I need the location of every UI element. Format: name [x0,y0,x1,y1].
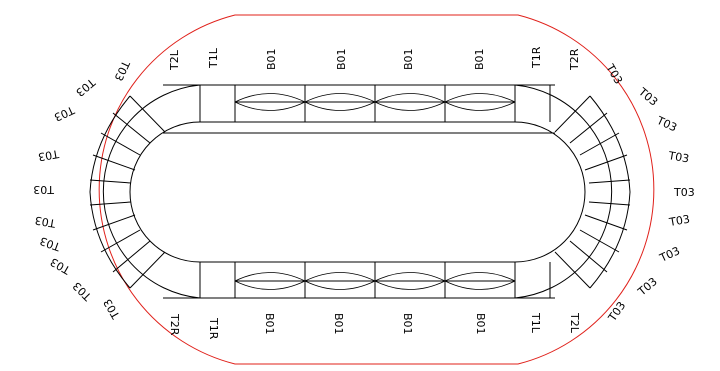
left-arc-label-5: T03 [33,183,55,196]
left-arc-label-7: T03 [38,234,63,254]
right-arc-label-9: T03 [605,299,628,324]
right-arc-label-2: T03 [635,85,660,109]
right-arc-label-3: T03 [654,114,679,135]
right-curve-section [514,84,631,299]
right-arc-label-8: T03 [635,275,660,299]
bottom-label-b01-2: B01 [332,313,345,335]
left-arc-label-2: T03 [73,75,98,99]
inner-track-outline [129,121,586,263]
left-arc-label-1: T03 [112,58,133,83]
right-arc-label-1: T03 [603,61,625,86]
bottom-straight-section [163,262,555,299]
left-arc-label-10: T03 [101,297,123,322]
top-label-b01-3: B01 [402,48,415,70]
top-label-b01-1: B01 [265,48,278,70]
right-arc-label-5: T03 [673,186,695,199]
top-label-t2r: T2R [568,48,581,71]
outer-boundary [98,14,655,365]
top-label-t2l: T2L [168,49,181,71]
left-arc-label-6: T03 [34,213,58,230]
left-curve-section [89,84,201,299]
top-label-b01-4: B01 [473,48,486,70]
top-label-t1l: T1L [207,47,220,69]
left-arc-label-3: T03 [52,103,77,124]
top-label-t1r: T1R [530,46,543,69]
right-arc-label-6: T03 [667,213,691,230]
bottom-label-t2l: T2L [568,312,581,334]
left-arc-label-8: T03 [48,255,73,277]
right-arc-label-4: T03 [666,149,690,166]
bottom-label-t1r: T1R [207,317,220,340]
bottom-label-b01-3: B01 [401,313,414,335]
right-arc-label-7: T03 [657,244,682,265]
bottom-label-t2r: T2R [168,313,181,336]
left-arc-label-9: T03 [70,279,95,304]
bottom-label-b01-4: B01 [474,313,487,335]
top-label-b01-2: B01 [335,48,348,70]
left-arc-label-4: T03 [37,147,61,164]
bottom-label-b01-1: B01 [263,313,276,335]
bottom-label-t1l: T1L [529,312,542,334]
top-straight-section [163,84,555,134]
